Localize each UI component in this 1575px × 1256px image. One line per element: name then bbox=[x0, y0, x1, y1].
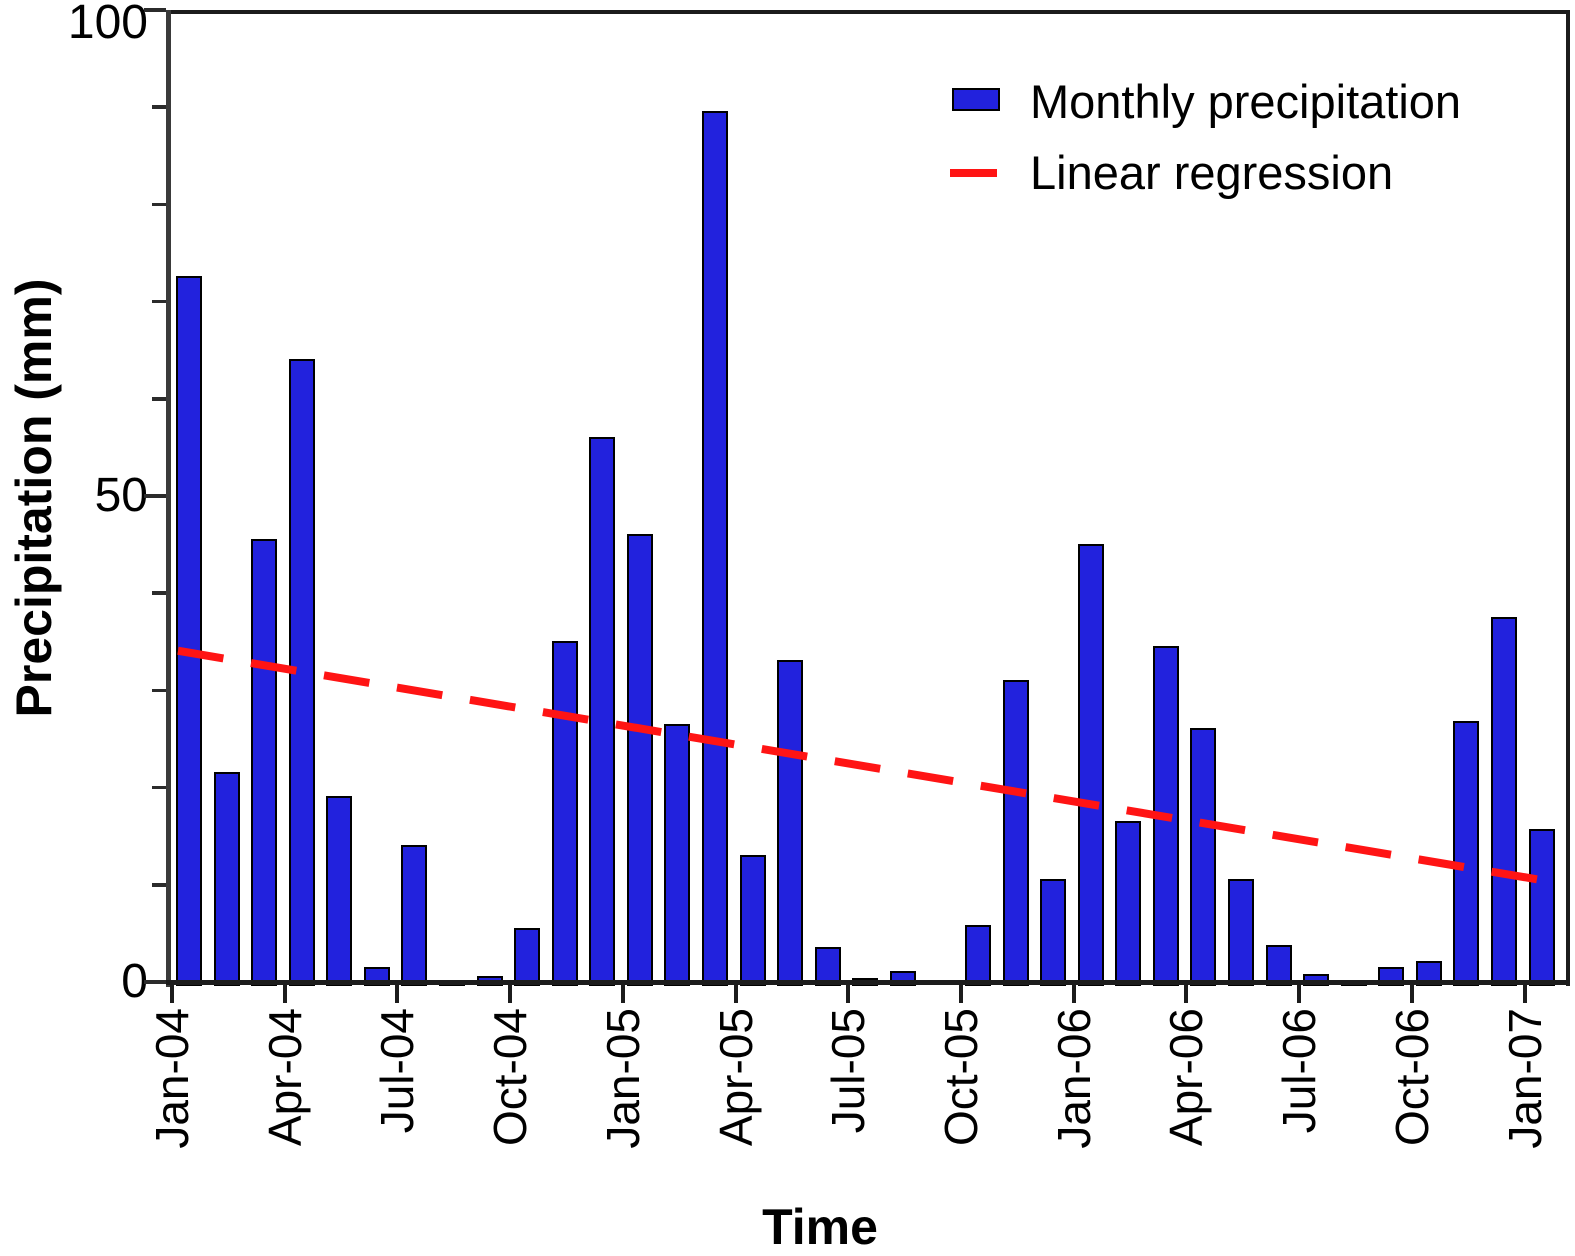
bar-Feb-05 bbox=[664, 723, 691, 986]
bar-Jan-05 bbox=[626, 534, 653, 986]
legend-label-regression: Linear regression bbox=[1030, 146, 1394, 199]
bar-Apr-06 bbox=[1190, 728, 1217, 986]
y-minor-tick-30 bbox=[152, 688, 166, 693]
y-minor-tick-40 bbox=[152, 591, 166, 595]
x-tick-label-Jul-04: Jul-04 bbox=[371, 1008, 424, 1134]
bar-Apr-04 bbox=[288, 359, 315, 986]
bar-Mar-05 bbox=[701, 111, 728, 986]
bar-Jun-05 bbox=[814, 947, 841, 986]
legend-line-swatch bbox=[950, 169, 997, 177]
y-minor-tick-90 bbox=[152, 105, 166, 109]
y-minor-tick-80 bbox=[152, 202, 166, 207]
bar-Jan-04 bbox=[176, 276, 202, 986]
x-tick-label-Jan-07: Jan-07 bbox=[1498, 1008, 1551, 1149]
x-tick-label-Jul-05: Jul-05 bbox=[822, 1008, 875, 1134]
x-tick-Jul-05 bbox=[846, 984, 851, 1003]
legend-bar-swatch bbox=[952, 88, 1000, 111]
bar-Apr-05 bbox=[739, 854, 766, 986]
x-tick-Oct-06 bbox=[1409, 984, 1414, 1003]
x-axis-title: Time bbox=[762, 1199, 878, 1255]
x-tick-Oct-05 bbox=[958, 984, 963, 1003]
bar-Dec-04 bbox=[589, 436, 616, 986]
bar-Feb-06 bbox=[1115, 820, 1142, 986]
y-tick-label-50: 50 bbox=[94, 469, 148, 522]
bar-Nov-06 bbox=[1453, 720, 1480, 986]
bar-Feb-04 bbox=[213, 772, 240, 986]
x-tick-label-Jul-06: Jul-06 bbox=[1273, 1008, 1326, 1134]
y-minor-tick-20 bbox=[152, 785, 166, 790]
x-tick-Apr-04 bbox=[282, 984, 287, 1003]
x-tick-Jul-06 bbox=[1297, 984, 1302, 1003]
bar-Oct-05 bbox=[964, 924, 991, 986]
y-minor-tick-70 bbox=[152, 299, 166, 304]
x-tick-Apr-05 bbox=[733, 984, 738, 1003]
y-axis-line bbox=[166, 10, 171, 987]
bar-May-04 bbox=[326, 796, 353, 986]
x-tick-Jul-04 bbox=[395, 984, 400, 1003]
y-major-tick-50 bbox=[144, 494, 166, 498]
bar-Mar-04 bbox=[251, 538, 278, 986]
bar-May-06 bbox=[1227, 879, 1254, 986]
y-major-tick-0 bbox=[144, 980, 166, 984]
legend-label-precipitation: Monthly precipitation bbox=[1030, 75, 1462, 128]
y-minor-tick-10 bbox=[152, 883, 166, 887]
x-axis-line bbox=[166, 980, 1570, 985]
x-tick-Jan-06 bbox=[1071, 984, 1076, 1003]
bar-Jan-07 bbox=[1528, 828, 1555, 986]
y-tick-label-100: 100 bbox=[67, 0, 148, 49]
x-tick-Oct-04 bbox=[508, 984, 513, 1003]
plot-area bbox=[170, 10, 1570, 986]
bar-Dec-06 bbox=[1490, 616, 1517, 986]
bar-May-05 bbox=[777, 660, 804, 986]
bar-Dec-05 bbox=[1040, 879, 1067, 986]
y-minor-tick-60 bbox=[152, 397, 166, 401]
y-major-tick-100 bbox=[144, 8, 166, 12]
bar-Oct-04 bbox=[514, 927, 541, 986]
regression-line bbox=[177, 646, 1560, 887]
x-tick-Apr-06 bbox=[1184, 984, 1189, 1003]
x-tick-Jan-07 bbox=[1522, 984, 1527, 1003]
x-tick-Jan-04 bbox=[170, 984, 174, 1003]
bar-Jul-04 bbox=[401, 845, 428, 986]
bar-Nov-04 bbox=[551, 640, 578, 986]
y-tick-label-0: 0 bbox=[121, 955, 148, 1008]
bar-Nov-05 bbox=[1002, 679, 1029, 986]
bar-Jan-06 bbox=[1077, 543, 1104, 986]
bar-Jun-06 bbox=[1265, 945, 1292, 986]
x-tick-Jan-05 bbox=[620, 984, 625, 1003]
